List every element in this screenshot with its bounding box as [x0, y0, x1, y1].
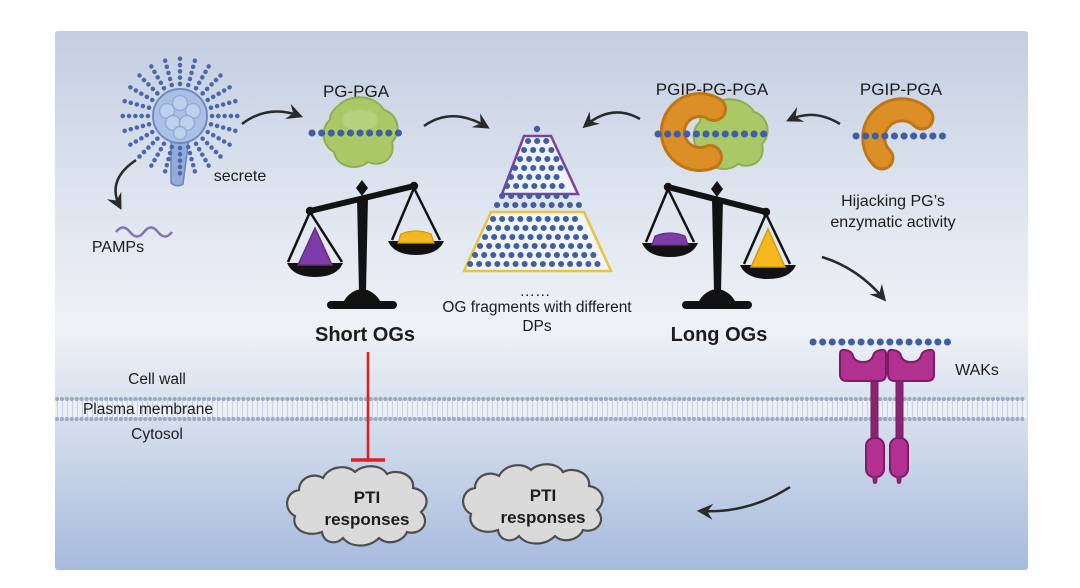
- long-og-heavy-load: [749, 227, 787, 268]
- short-og-light-load: [651, 232, 689, 246]
- arrow-pgpga-to-pyramid: [423, 113, 490, 129]
- pgip-pga-complex-icon: [852, 97, 954, 171]
- cytosol-label: Cytosol: [131, 426, 183, 443]
- short-og-heavy-load: [296, 226, 334, 266]
- pti-label-line2: responses: [500, 508, 585, 527]
- pgip-pga-label: PGIP-PGA: [860, 80, 943, 99]
- balance-scale-long-ogs: [642, 181, 796, 309]
- short-ogs-label: Short OGs: [315, 324, 415, 346]
- long-og-light-load: [397, 230, 435, 244]
- cell-wall-label: Cell wall: [128, 371, 186, 388]
- pyramid-ellipsis: ……: [520, 283, 551, 300]
- arrow-waks-to-pti: [696, 485, 791, 520]
- pyramid-caption-line1: OG fragments with different: [442, 299, 632, 316]
- balance-scale-short-ogs: [286, 180, 444, 309]
- pathogen-icon: [119, 55, 241, 187]
- long-ogs-label: Long OGs: [671, 324, 768, 346]
- arrow-pgippgpga-to-pyramid: [582, 111, 641, 129]
- pamps-label: PAMPs: [92, 239, 144, 256]
- pgip-pg-pga-complex-icon: [654, 92, 772, 172]
- pathogen-vesicle-cells: [158, 94, 202, 141]
- arrow-pathogen-pgpga: [241, 103, 304, 125]
- plasma-membrane-bilayer: [54, 396, 1030, 422]
- arrow-secrete-pamps: [106, 158, 137, 210]
- pg-pga-label: PG-PGA: [323, 82, 390, 101]
- pgip-pg-pga-label: PGIP-PG-PGA: [656, 80, 769, 99]
- pg-pga-complex-icon: [308, 96, 408, 168]
- pti-label-line1: PTI: [530, 486, 556, 505]
- secrete-label: secrete: [214, 168, 267, 185]
- pti-cloud-left: PTI responses: [286, 465, 428, 547]
- plasma-membrane-label: Plasma membrane: [83, 401, 213, 418]
- pamps-wave-icon: [115, 226, 173, 238]
- pyramid-caption-line2: DPs: [522, 318, 552, 335]
- arrow-longogs-to-waks: [821, 255, 887, 302]
- pti-cloud-right: PTI responses: [462, 463, 604, 545]
- pgip-blob: [662, 95, 724, 169]
- og-pyramid: [462, 125, 613, 273]
- pgip-blob: [864, 100, 932, 168]
- hijack-label-line2: enzymatic activity: [830, 214, 955, 231]
- inhibition-line: [351, 352, 385, 462]
- arrow-pgippga-to-complex: [786, 107, 841, 126]
- scale-pan-dish: [287, 263, 343, 277]
- scale-pan-dish: [740, 265, 796, 279]
- scale-pan-dish: [388, 241, 444, 255]
- hijack-label-line1: Hijacking PG’s: [841, 193, 945, 210]
- figure-panel: [55, 31, 1028, 570]
- pti-label-line2: responses: [324, 510, 409, 529]
- pti-label-line1: PTI: [354, 488, 380, 507]
- wak-receptor-icon: [809, 338, 960, 484]
- waks-label: WAKs: [955, 362, 999, 379]
- pyramid-og-rows: [467, 125, 609, 267]
- scale-pan-dish: [642, 243, 698, 257]
